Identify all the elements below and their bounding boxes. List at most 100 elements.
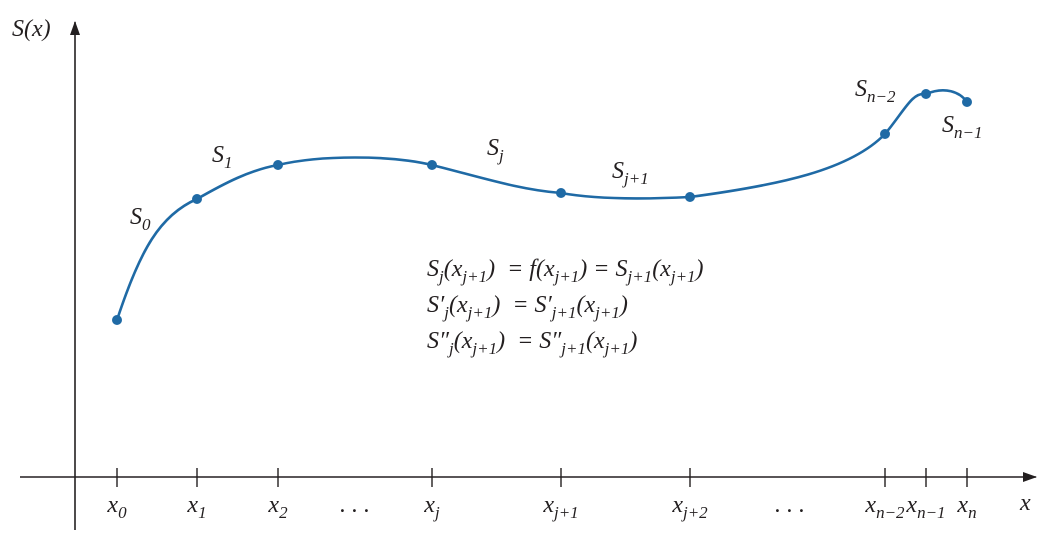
text-run: (x (454, 328, 473, 354)
text-run: S′ (427, 292, 445, 318)
tick-label: x2 (267, 492, 288, 522)
text-run: S (130, 204, 142, 230)
subscript: j+1 (593, 303, 620, 322)
text-run: x (186, 492, 198, 518)
subscript: 0 (118, 503, 127, 522)
labels: S(x)xx0 x1 x2. . . xj xj+1 xj+2. . . xn−2 xn−1 x… (12, 16, 1031, 522)
text-run: S (855, 76, 867, 102)
text-run: S″ (427, 328, 450, 354)
subscript: j (497, 146, 504, 165)
text-run: ) (618, 292, 628, 318)
text-run: S (612, 158, 624, 184)
knot (685, 192, 695, 202)
text-run: . . . (340, 492, 370, 518)
knot (962, 97, 972, 107)
segment-label: Sn−2 (855, 76, 896, 106)
text-run: ) = S″ (495, 328, 562, 354)
subscript: j+1 (603, 339, 630, 358)
segment-label: Sn−1 (942, 112, 982, 142)
tick-label: xj+1 (542, 492, 578, 522)
subscript: j+1 (460, 267, 487, 286)
subscript: n−1 (917, 503, 945, 522)
subscript: j+1 (553, 267, 580, 286)
segment-label: S1 (212, 142, 233, 172)
text-run: (x (586, 328, 605, 354)
subscript: j (447, 339, 454, 358)
text-run: ) = f(x (485, 256, 555, 282)
knot (112, 315, 122, 325)
tick-label: xn−1 (905, 492, 945, 522)
subscript: j+1 (550, 303, 577, 322)
text-run: S(x) (12, 16, 51, 42)
text-run: . . . (775, 492, 805, 518)
ticks (116, 468, 968, 487)
text-run: (x (652, 256, 671, 282)
text-run: x (1019, 490, 1031, 516)
knot (273, 160, 283, 170)
equation: S″j(xj+1) = S″j+1(xj+1) (427, 328, 637, 358)
tick-label: . . . (775, 492, 805, 518)
text-run: ) = S (577, 256, 627, 282)
subscript: 0 (142, 215, 151, 234)
text-run: x (106, 492, 118, 518)
subscript: 2 (279, 503, 288, 522)
tick-label: xj+2 (671, 492, 708, 522)
segment-label: S0 (130, 204, 151, 234)
tick-label: . . . (340, 492, 370, 518)
text-run: ) (627, 328, 637, 354)
y-axis-label: S(x) (12, 16, 51, 42)
text-run: (x (444, 256, 463, 282)
subscript: 1 (198, 503, 207, 522)
text-run: x (956, 492, 968, 518)
subscript: n−2 (867, 87, 896, 106)
text-run: (x (449, 292, 468, 318)
subscript: j+1 (466, 303, 493, 322)
text-run: S (942, 112, 954, 138)
subscript: j+1 (625, 267, 652, 286)
knot (921, 89, 931, 99)
text-run: S (487, 135, 499, 161)
tick-label: x0 (106, 492, 127, 522)
tick-label: xn (956, 492, 976, 522)
subscript: j+2 (681, 503, 708, 522)
subscript: j+1 (622, 169, 649, 188)
text-run: S (427, 256, 439, 282)
subscript: j (442, 303, 449, 322)
text-run: x (267, 492, 279, 518)
segment-label: Sj+1 (612, 158, 649, 188)
tick-label: xn−2 (864, 492, 905, 522)
subscript: n−2 (876, 503, 905, 522)
knot (427, 160, 437, 170)
text-run: ) (694, 256, 704, 282)
subscript: n−1 (954, 123, 982, 142)
knots (112, 89, 972, 325)
tick-label: x1 (186, 492, 206, 522)
text-run: x (864, 492, 876, 518)
x-axis-label: x (1019, 490, 1031, 516)
subscript: j+1 (552, 503, 579, 522)
knot (556, 188, 566, 198)
segment-label: Sj (487, 135, 504, 165)
subscript: j (433, 503, 440, 522)
knot (192, 194, 202, 204)
equation: Sj(xj+1) = f(xj+1) = Sj+1(xj+1) (427, 256, 704, 286)
text-run: x (905, 492, 917, 518)
subscript: n (968, 503, 977, 522)
text-run: x (423, 492, 435, 518)
text-run: x (542, 492, 554, 518)
text-run: x (671, 492, 683, 518)
subscript: j (437, 267, 444, 286)
subscript: j+1 (559, 339, 586, 358)
spline-curve (115, 89, 969, 321)
subscript: 1 (224, 153, 233, 172)
tick-label: xj (423, 492, 440, 522)
knot (880, 129, 890, 139)
subscript: j+1 (669, 267, 696, 286)
text-run: S (212, 142, 224, 168)
equation: S′j(xj+1) = S′j+1(xj+1) (427, 292, 628, 322)
subscript: j+1 (470, 339, 497, 358)
text-run: ) = S′ (490, 292, 552, 318)
text-run: (x (576, 292, 595, 318)
